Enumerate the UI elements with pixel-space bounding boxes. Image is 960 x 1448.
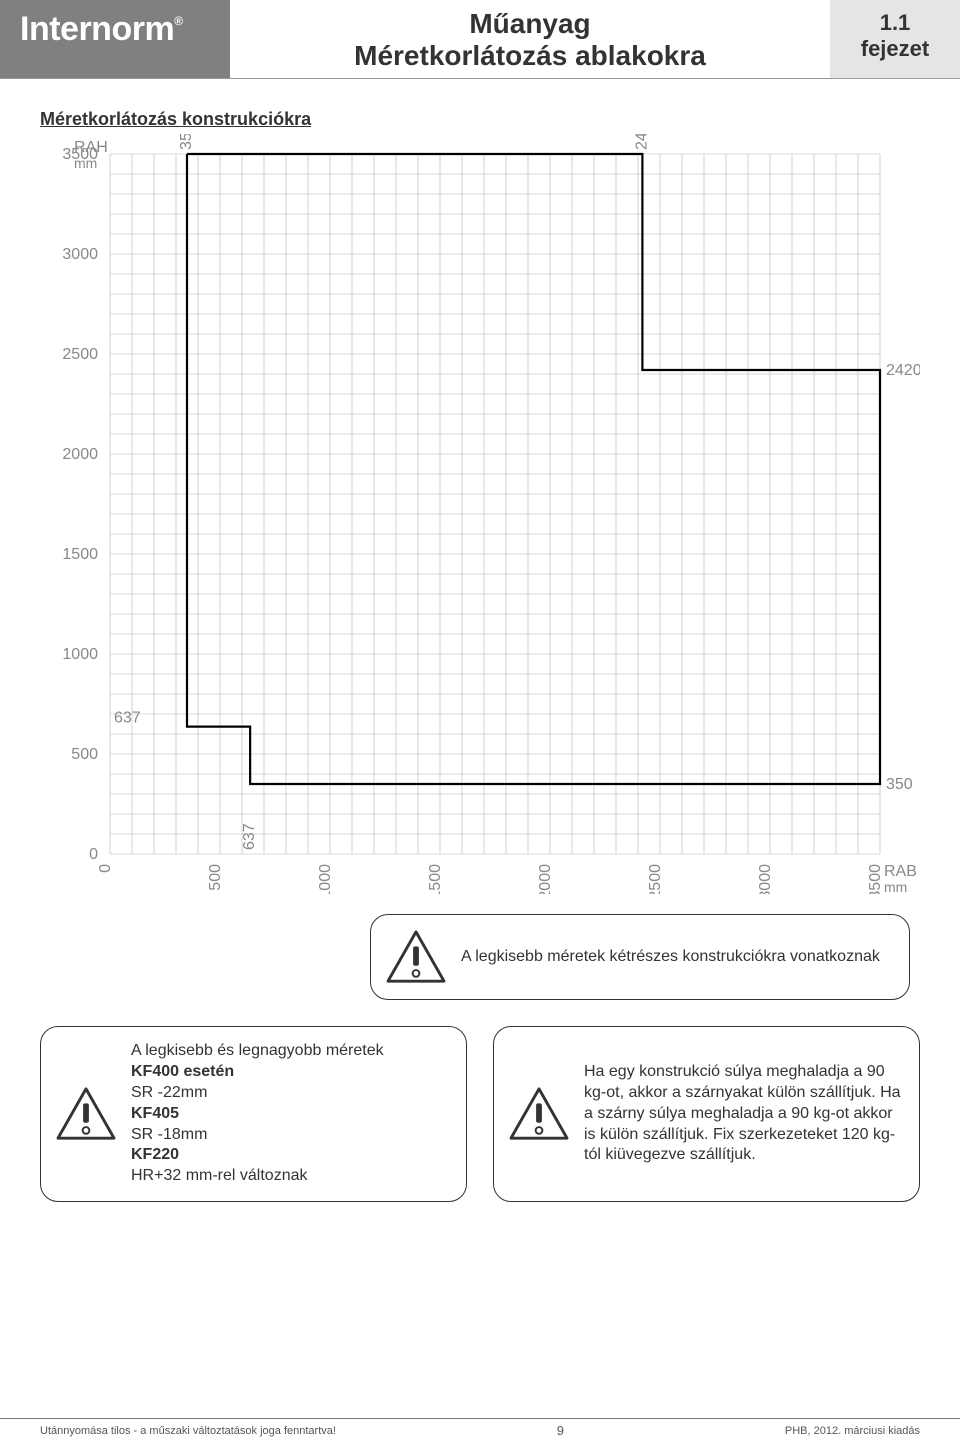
svg-text:RAH: RAH <box>74 139 108 156</box>
note-model-offsets: A legkisebb és legnagyobb méretekKF400 e… <box>40 1026 467 1202</box>
svg-text:3500: 3500 <box>867 864 884 894</box>
registered-mark: ® <box>174 14 182 28</box>
svg-text:2500: 2500 <box>62 346 98 363</box>
svg-text:500: 500 <box>71 746 98 763</box>
page-header: Internorm® Műanyag Méretkorlátozás ablak… <box>0 0 960 79</box>
chart-svg: 0 500 1000 1500 2000 2500 3000 3500 0 500 1000 1500… <box>40 134 920 894</box>
brand-logo: Internorm® <box>0 0 230 78</box>
footer-page-number: 9 <box>557 1423 564 1438</box>
footer-right: PHB, 2012. márciusi kiadás <box>785 1425 920 1437</box>
svg-text:mm: mm <box>74 155 97 171</box>
svg-text:637: 637 <box>114 710 141 727</box>
note-text: A legkisebb és legnagyobb méretekKF400 e… <box>131 1041 384 1187</box>
svg-text:1000: 1000 <box>62 646 98 663</box>
svg-text:3000: 3000 <box>757 864 774 894</box>
chapter-badge: 1.1 fejezet <box>830 0 960 78</box>
limit-chart: 0 500 1000 1500 2000 2500 3000 3500 0 500 1000 1500… <box>40 134 920 894</box>
note-weight-shipping: Ha egy konstrukció súlya meghaladja a 90… <box>493 1026 920 1202</box>
svg-text:0: 0 <box>97 864 114 873</box>
svg-text:1500: 1500 <box>62 546 98 563</box>
svg-text:3000: 3000 <box>62 246 98 263</box>
note-smallest-two-part: A legkisebb méretek kétrészes konstrukci… <box>370 914 910 1000</box>
note-text: Ha egy konstrukció súlya meghaladja a 90… <box>584 1062 901 1166</box>
svg-text:1500: 1500 <box>427 864 444 894</box>
footer-left: Utánnyomása tilos - a műszaki változtatá… <box>40 1425 336 1437</box>
svg-text:2000: 2000 <box>62 446 98 463</box>
svg-text:2000: 2000 <box>537 864 554 894</box>
svg-text:1000: 1000 <box>317 864 334 894</box>
note-row: A legkisebb és legnagyobb méretekKF400 e… <box>40 1026 920 1202</box>
svg-text:2420: 2420 <box>633 134 650 150</box>
svg-text:mm: mm <box>884 879 907 894</box>
svg-text:350: 350 <box>178 134 195 150</box>
title-line-1: Műanyag <box>469 8 590 39</box>
svg-text:2500: 2500 <box>647 864 664 894</box>
page-title-block: Műanyag Méretkorlátozás ablakokra <box>230 0 830 78</box>
warning-icon <box>55 1086 117 1142</box>
warning-icon <box>508 1086 570 1142</box>
brand-text: Internorm <box>20 10 174 48</box>
section-title: Méretkorlátozás konstrukciókra <box>40 109 920 130</box>
svg-text:500: 500 <box>207 864 224 891</box>
title-line-2: Méretkorlátozás ablakokra <box>354 40 706 71</box>
note-text: A legkisebb méretek kétrészes konstrukci… <box>461 947 880 968</box>
chapter-number: 1.1 <box>836 10 954 36</box>
warning-icon <box>385 929 447 985</box>
svg-text:350: 350 <box>886 776 913 793</box>
svg-text:RAB: RAB <box>884 863 917 880</box>
chapter-label: fejezet <box>836 36 954 62</box>
page-footer: Utánnyomása tilos - a műszaki változtatá… <box>0 1418 960 1438</box>
svg-text:2420: 2420 <box>886 362 920 379</box>
svg-text:0: 0 <box>89 846 98 863</box>
page-title: Műanyag Méretkorlátozás ablakokra <box>230 8 830 72</box>
svg-text:637: 637 <box>241 824 258 851</box>
